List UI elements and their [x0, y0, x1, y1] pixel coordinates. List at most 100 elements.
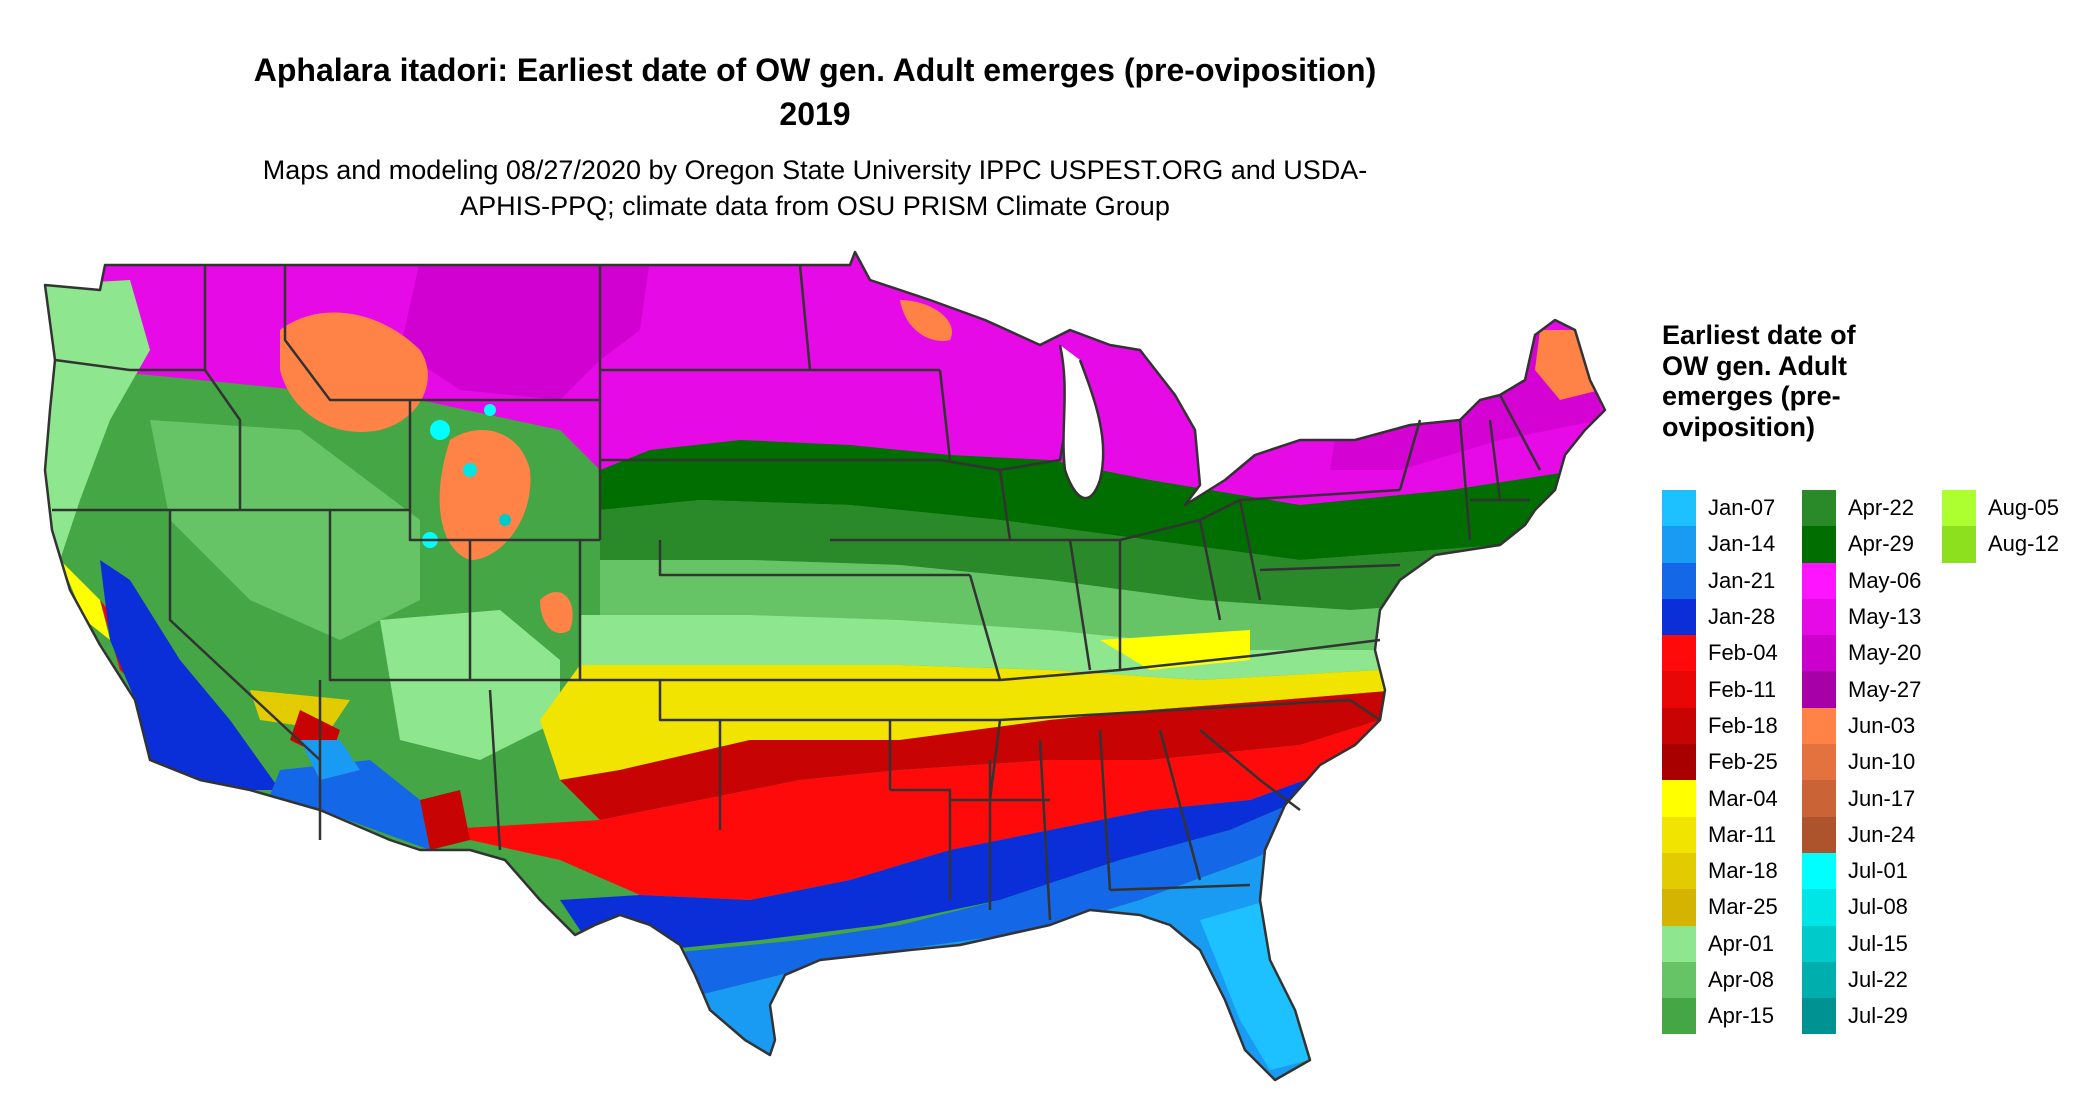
- legend-swatch: [1802, 490, 1836, 527]
- legend-item: Feb-11: [1662, 671, 1778, 708]
- legend-item: Feb-04: [1662, 635, 1778, 672]
- legend-item: Mar-25: [1662, 889, 1778, 926]
- legend-item: Jan-07: [1662, 490, 1778, 527]
- legend-item: Jan-21: [1662, 562, 1778, 599]
- legend-swatch: [1662, 671, 1696, 708]
- legend-label: Apr-15: [1708, 1003, 1775, 1029]
- legend-label: Jul-22: [1848, 967, 1908, 992]
- legend-label: Jan-21: [1708, 567, 1776, 593]
- legend-label: Apr-29: [1848, 531, 1915, 557]
- legend-swatch: [1662, 635, 1696, 672]
- legend-swatch: [1662, 816, 1696, 853]
- legend-swatch: [1802, 562, 1836, 599]
- legend-label: Feb-18: [1708, 712, 1778, 738]
- legend-item: Jun-10: [1802, 744, 1921, 781]
- legend-label: Jan-07: [1708, 495, 1776, 521]
- legend-swatch: [1942, 526, 1976, 563]
- map-title: Aphalara itadori: Earliest date of OW ge…: [253, 52, 1377, 132]
- legend-item: Apr-22: [1802, 490, 1921, 527]
- legend-label: Jun-17: [1848, 785, 1916, 811]
- legend-item: Jul-08: [1802, 889, 1921, 926]
- legend-swatch: [1662, 598, 1696, 636]
- legend-swatch: [1802, 598, 1836, 636]
- legend-label: Jan-28: [1708, 604, 1776, 630]
- legend-label: Jun-03: [1848, 712, 1916, 738]
- legend-label: Mar-18: [1708, 858, 1778, 884]
- legend-label: Jun-24: [1848, 821, 1916, 847]
- legend-swatch: [1802, 925, 1836, 962]
- legend-label: Jan-14: [1708, 531, 1776, 557]
- legend-swatch: [1802, 780, 1836, 817]
- legend-label: Feb-25: [1708, 749, 1778, 775]
- legend-item: May-20: [1802, 635, 1922, 672]
- legend-label: Aug-12: [1988, 531, 2059, 557]
- legend-item: Jun-17: [1802, 780, 1921, 817]
- legend-label: Jun-10: [1848, 749, 1916, 775]
- legend-label: May-06: [1848, 567, 1922, 593]
- legend-swatch: [1802, 635, 1836, 672]
- legend-label: Apr-01: [1708, 930, 1775, 956]
- legend-swatch: [1662, 889, 1696, 926]
- legend-swatch: [1662, 780, 1696, 817]
- legend-item: Apr-15: [1662, 998, 1778, 1035]
- legend-item: Aug-05: [1942, 490, 2059, 527]
- legend-item: May-27: [1802, 671, 1922, 708]
- legend-item: Mar-18: [1662, 852, 1778, 890]
- legend-swatch: [1802, 998, 1836, 1035]
- legend-item: May-06: [1802, 562, 1922, 599]
- legend-swatch: [1662, 852, 1696, 890]
- legend-item: Apr-29: [1802, 526, 1921, 563]
- legend-label: Apr-08: [1708, 967, 1775, 992]
- legend-item: Feb-18: [1662, 707, 1778, 745]
- legend-item: Jul-29: [1802, 998, 1921, 1035]
- legend-item: May-13: [1802, 598, 1922, 636]
- legend-item: Aug-12: [1942, 526, 2059, 563]
- legend-swatch: [1662, 707, 1696, 745]
- legend-item: Jan-28: [1662, 598, 1778, 636]
- legend-label: Feb-04: [1708, 640, 1778, 666]
- legend-swatch: [1662, 925, 1696, 962]
- legend-swatch: [1662, 526, 1696, 563]
- legend-swatch: [1802, 671, 1836, 708]
- legend-swatch: [1802, 889, 1836, 926]
- legend-item: Jun-03: [1802, 707, 1921, 745]
- legend-column: Aug-05 Aug-12: [1942, 490, 2059, 563]
- map-subtitle: Maps and modeling 08/27/2020 by Oregon S…: [262, 155, 1368, 221]
- legend-label: Apr-22: [1848, 495, 1915, 521]
- legend-label: Mar-11: [1708, 821, 1777, 847]
- legend-swatch: [1802, 816, 1836, 853]
- legend-swatch: [1662, 744, 1696, 781]
- legend-label: Mar-25: [1708, 894, 1778, 920]
- legend-swatch: [1662, 961, 1696, 999]
- legend-label: May-13: [1848, 604, 1922, 630]
- legend-item: Jun-24: [1802, 816, 1921, 853]
- legend-swatch: [1662, 562, 1696, 599]
- legend-item: Apr-01: [1662, 925, 1778, 962]
- legend-label: Jul-01: [1848, 858, 1908, 884]
- legend-item: Mar-04: [1662, 780, 1778, 817]
- legend-swatch: [1942, 490, 1976, 527]
- legend-label: May-27: [1848, 676, 1922, 702]
- legend-item: Mar-11: [1662, 816, 1778, 853]
- legend-swatch: [1662, 490, 1696, 527]
- legend-label: Jul-08: [1848, 894, 1908, 920]
- legend-label: Feb-11: [1708, 676, 1777, 702]
- legend-item: Jul-01: [1802, 852, 1921, 890]
- legend-swatch: [1802, 526, 1836, 563]
- legend-label: Jul-29: [1848, 1003, 1908, 1029]
- legend-item: Jul-22: [1802, 961, 1921, 999]
- legend-label: Aug-05: [1988, 495, 2059, 521]
- legend-column: Jan-07 Jan-14 Jan-21 Jan-28 Feb-04 Feb-11 Feb-…: [1662, 490, 1778, 1035]
- legend-item: Feb-25: [1662, 744, 1778, 781]
- legend-label: Jul-15: [1848, 930, 1908, 956]
- legend-item: Jan-14: [1662, 526, 1778, 563]
- legend-label: May-20: [1848, 640, 1922, 666]
- legend-item: Jul-15: [1802, 925, 1921, 962]
- legend-label: Mar-04: [1708, 785, 1778, 811]
- legend-swatch: [1802, 961, 1836, 999]
- legend-title: Earliest date of OW gen. Adult emerges (…: [1662, 320, 1856, 442]
- legend-swatch: [1662, 998, 1696, 1035]
- legend-swatch: [1802, 744, 1836, 781]
- legend-column: Apr-22 Apr-29 May-06 May-13 May-20 May-27 Jun-…: [1802, 490, 1922, 1035]
